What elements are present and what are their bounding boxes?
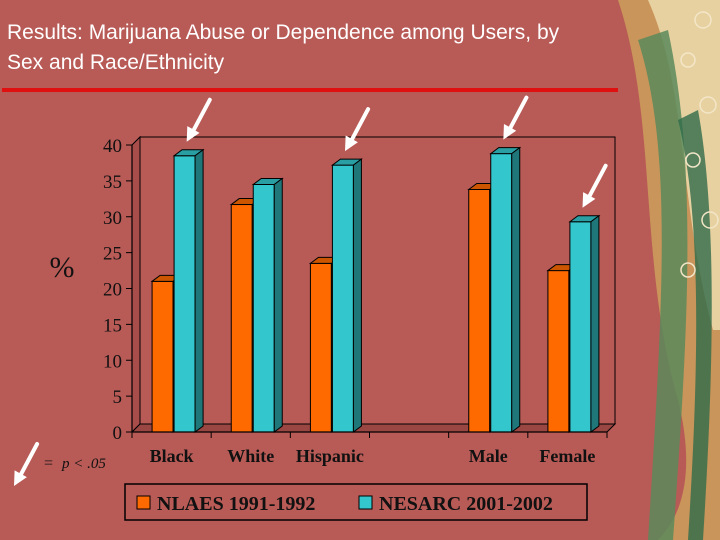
bar-side — [352, 158, 362, 433]
bar-front — [331, 164, 354, 433]
y-tick-label: 0 — [113, 423, 123, 444]
arrow-shaft — [189, 97, 212, 136]
x-category-label: Black — [150, 446, 194, 466]
y-tick-label: 30 — [103, 208, 122, 229]
bar-front — [252, 183, 275, 433]
significance-note-arrow — [14, 442, 40, 486]
slide-title: Results: Marijuana Abuse or Dependence a… — [7, 18, 707, 78]
significance-arrow — [582, 163, 608, 208]
plot-floor — [130, 423, 617, 433]
y-tick-label: 25 — [103, 244, 122, 265]
arrow-shaft — [348, 107, 371, 146]
y-tick-label: 5 — [113, 387, 123, 408]
y-tick-label: 40 — [103, 136, 122, 157]
x-category-label: Female — [539, 446, 595, 466]
bar — [568, 214, 601, 433]
arrow-head — [186, 126, 200, 142]
significance-arrow — [186, 97, 212, 142]
slide-title-line-2: Sex and Race/Ethnicity — [7, 51, 225, 74]
bar-front — [569, 221, 592, 433]
bar-side — [590, 214, 600, 433]
legend-swatch — [358, 495, 373, 510]
bar-front — [309, 262, 332, 433]
y-tick-label: 20 — [103, 280, 122, 301]
bar — [172, 148, 205, 433]
arrow-head — [503, 123, 517, 140]
decorative-floral-border — [618, 0, 720, 540]
bar — [251, 177, 284, 433]
y-tick-label: 10 — [103, 351, 122, 372]
bar-front — [547, 270, 570, 433]
significance-arrow — [503, 95, 529, 140]
x-category-label: Male — [469, 446, 508, 466]
legend-label: NESARC 2001-2002 — [379, 493, 553, 515]
bar-front — [151, 280, 174, 433]
legend: NLAES 1991-1992 NESARC 2001-2002 — [124, 483, 588, 521]
bar-front — [230, 204, 253, 433]
significance-text: p < .05 — [61, 456, 106, 472]
bar-side — [194, 148, 204, 433]
title-underline — [2, 88, 720, 92]
x-category-label: White — [227, 446, 274, 466]
arrow-shaft — [17, 442, 40, 480]
arrow-shaft — [585, 163, 608, 202]
plot-side-wall — [131, 135, 141, 434]
plot-back-wall — [139, 136, 616, 425]
arrow-head — [345, 135, 358, 152]
legend-box — [124, 483, 588, 521]
legend-label: NLAES 1991-1992 — [157, 493, 315, 515]
bar — [330, 158, 363, 433]
significance-arrow — [345, 107, 371, 152]
x-category-label: Hispanic — [296, 446, 364, 466]
legend-swatch — [136, 495, 151, 510]
y-axis-label: % — [50, 251, 75, 284]
arrow-shaft — [506, 95, 529, 134]
y-tick-label: 35 — [103, 172, 122, 193]
bar-side — [511, 146, 521, 433]
significance-equals: = — [44, 455, 53, 472]
bar — [489, 146, 522, 433]
y-tick-label: 15 — [103, 315, 122, 336]
slide-title-line-1: Results: Marijuana Abuse or Dependence a… — [7, 21, 560, 44]
arrow-head — [14, 470, 27, 486]
bar-front — [490, 153, 513, 433]
arrow-head — [582, 192, 596, 208]
bar-front — [173, 155, 196, 433]
bar-side — [273, 177, 283, 433]
bar-front — [468, 188, 491, 433]
